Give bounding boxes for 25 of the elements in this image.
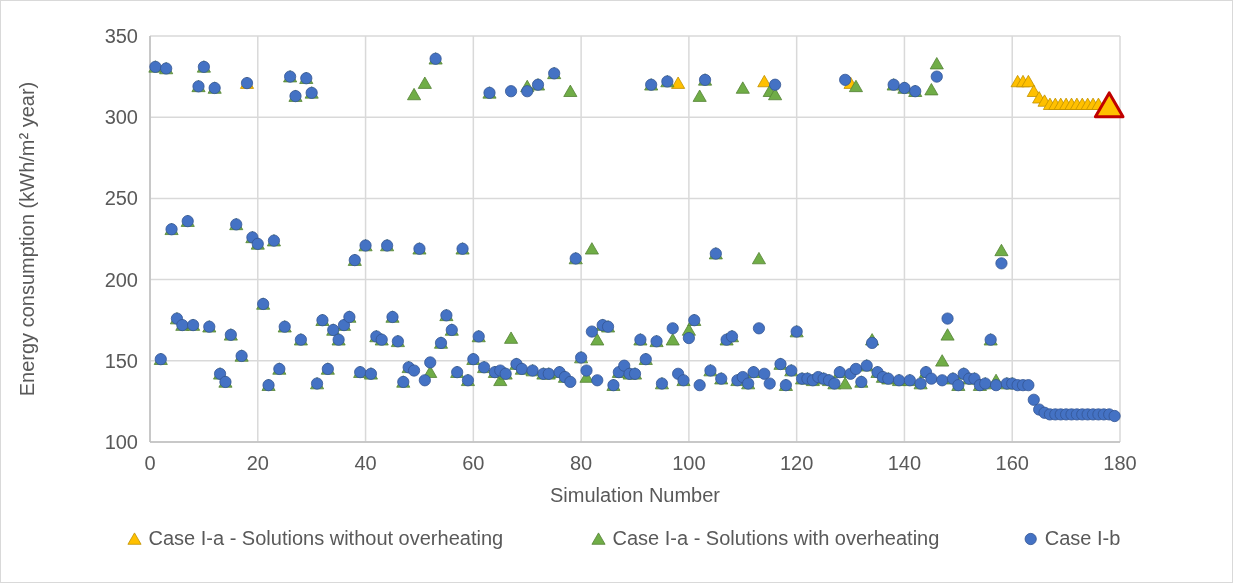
point bbox=[671, 76, 686, 89]
x-axis-title: Simulation Number bbox=[549, 484, 721, 506]
y-tick-label: 250 bbox=[104, 187, 138, 210]
x-tick-label: 40 bbox=[354, 452, 377, 474]
x-tick-label: 80 bbox=[569, 452, 593, 474]
y-tick-label: 200 bbox=[104, 268, 138, 291]
legend-label: Case I-a - Solutions without overheating bbox=[148, 527, 504, 549]
point bbox=[757, 74, 772, 88]
y-axis-title: Energy consumption (kWh/m² year) bbox=[16, 81, 38, 397]
x-tick-label: 180 bbox=[1103, 452, 1137, 474]
x-tick-label: 0 bbox=[144, 452, 156, 474]
point bbox=[1093, 91, 1125, 119]
y-tick-label: 300 bbox=[104, 106, 138, 129]
x-tick-label: 100 bbox=[672, 452, 706, 474]
legend-label: Case I-a - Solutions with overheating bbox=[612, 527, 940, 549]
x-tick-label: 160 bbox=[995, 452, 1029, 474]
x-tick-label: 20 bbox=[246, 452, 269, 474]
x-tick-label: 140 bbox=[887, 452, 922, 474]
legend-label: Case I-b bbox=[1044, 527, 1121, 549]
y-tick-label: 100 bbox=[104, 431, 138, 453]
x-tick-label: 60 bbox=[462, 452, 485, 474]
x-tick-label: 120 bbox=[779, 452, 814, 474]
y-tick-label: 350 bbox=[104, 25, 138, 47]
y-tick-label: 150 bbox=[104, 349, 138, 372]
point bbox=[1021, 74, 1036, 88]
